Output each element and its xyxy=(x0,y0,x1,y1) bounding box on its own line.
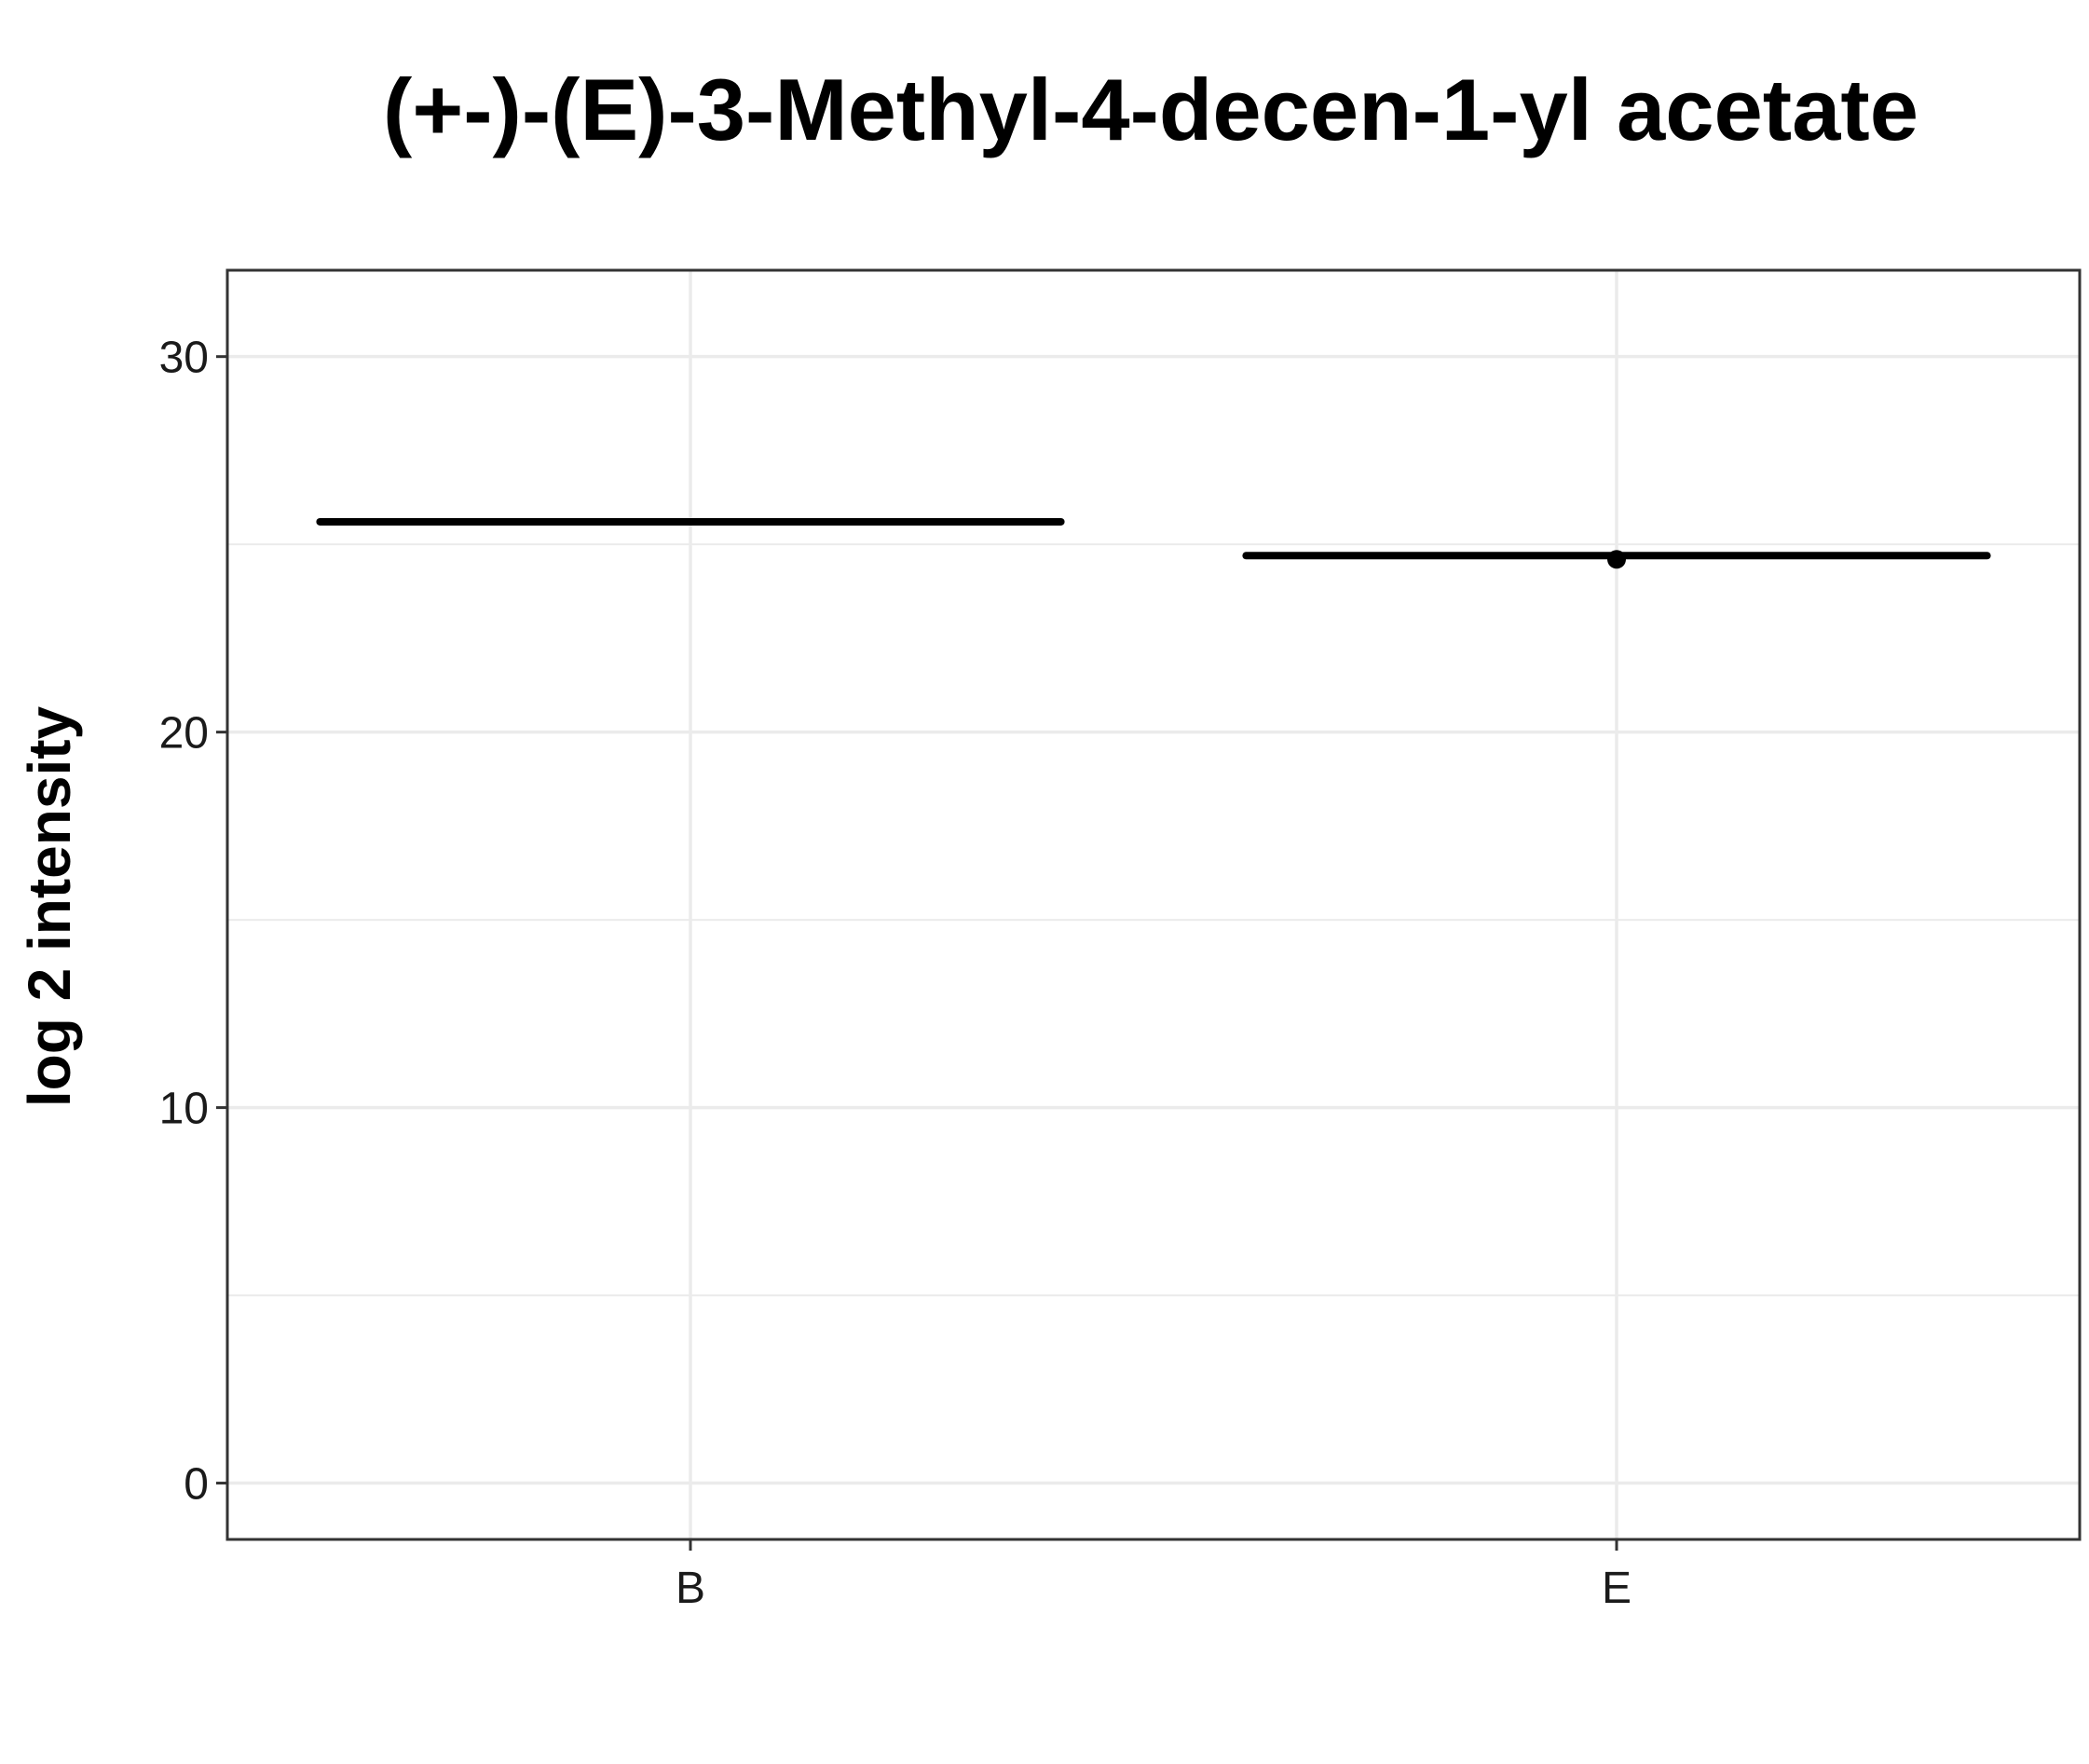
data-marks xyxy=(316,517,1991,569)
y-tick-label: 0 xyxy=(184,1460,209,1510)
chart-title: (+-)-(E)-3-Methyl-4-decen-1-yl acetate xyxy=(383,61,1918,158)
grid-lines xyxy=(227,270,2080,1539)
y-tick-label: 30 xyxy=(159,334,209,383)
y-axis-title: log 2 intensity xyxy=(16,705,83,1107)
axes: 0 10 20 30 B E xyxy=(159,334,1632,1613)
outlier-point xyxy=(1607,550,1626,569)
y-tick-label: 20 xyxy=(159,709,209,759)
x-tick-label: B xyxy=(676,1564,705,1613)
x-tick-label: E xyxy=(1602,1564,1632,1613)
plot-panel-border xyxy=(225,268,2082,1541)
y-tick-label: 10 xyxy=(159,1085,209,1134)
